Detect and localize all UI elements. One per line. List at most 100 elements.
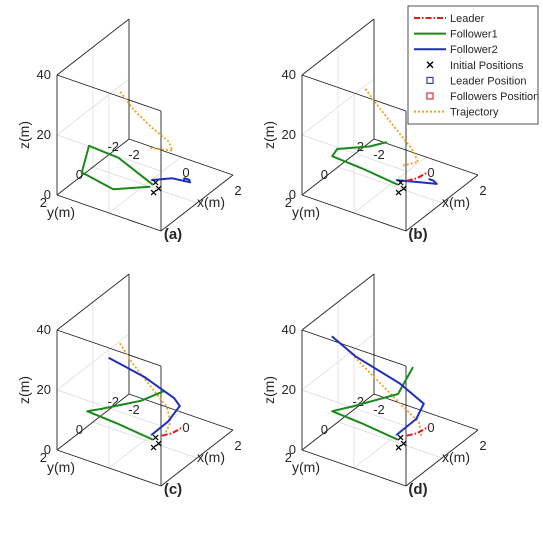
series-follower2: [396, 177, 438, 185]
z-tick-label: 40: [282, 322, 296, 337]
x-tick-label: 2: [479, 183, 486, 198]
panel-caption: (b): [408, 226, 427, 243]
x-axis-label: x(m): [197, 449, 225, 465]
z-tick-label: 20: [282, 382, 296, 397]
x-tick-label: -2: [373, 402, 385, 417]
y-tick-label: -2: [107, 394, 119, 409]
legend: Leader Follower1 Follower2 Initial Position…: [407, 5, 539, 125]
x-tick-label: 0: [427, 165, 434, 180]
initial-position-marker: [152, 434, 159, 441]
grid-line: [337, 421, 443, 459]
x-axis: [373, 393, 479, 431]
series-follower2: [108, 356, 181, 436]
legend-item: Follower2: [414, 44, 498, 56]
initial-position-marker: [400, 440, 407, 447]
panel-caption: (d): [408, 481, 427, 498]
x-axis: [128, 138, 234, 176]
x-tick-label: 2: [479, 438, 486, 453]
axis-edge: [301, 273, 375, 331]
legend-item: Leader Position: [426, 75, 526, 87]
axis-edge: [301, 329, 407, 367]
z-axis-label: z(m): [16, 376, 32, 404]
x-tick-label: 0: [427, 420, 434, 435]
axis-edge: [56, 273, 130, 331]
legend-label: Leader: [450, 13, 485, 25]
panel-caption: (c): [164, 481, 182, 498]
axis-edge: [56, 449, 162, 487]
initial-position-marker: [155, 185, 162, 192]
x-tick-label: -2: [128, 402, 140, 417]
x-axis: [373, 138, 479, 176]
x-axis-label: x(m): [442, 449, 470, 465]
series-follower1: [331, 366, 414, 441]
grid-line: [92, 166, 198, 204]
legend-item: Follower1: [414, 29, 498, 41]
y-axis-label: y(m): [47, 459, 75, 475]
axis-edge: [301, 449, 407, 487]
axis-edge: [56, 74, 162, 112]
z-tick-label: 0: [44, 442, 51, 457]
x-tick-label: 0: [182, 420, 189, 435]
legend-swatch: [426, 92, 434, 100]
x-axis-label: x(m): [197, 194, 225, 210]
x-axis-label: x(m): [442, 194, 470, 210]
initial-position-marker: [397, 179, 404, 186]
series-follower2: [151, 177, 191, 184]
series-trajectory: [118, 342, 172, 433]
series-follower1: [80, 144, 154, 191]
z-tick-label: 0: [44, 187, 51, 202]
initial-position-marker: [395, 444, 402, 451]
y-tick-label: 0: [321, 167, 328, 182]
y-axis: [56, 138, 130, 196]
initial-position-marker: [150, 189, 157, 196]
z-tick-label: 20: [37, 127, 51, 142]
axis-edge: [56, 18, 130, 76]
initial-position-marker: [400, 185, 407, 192]
y-tick-label: 0: [76, 167, 83, 182]
x-tick-label: 2: [234, 438, 241, 453]
axis-edge: [160, 174, 234, 232]
z-tick-label: 40: [37, 67, 51, 82]
series-leader: [406, 170, 430, 182]
series-follower1: [86, 389, 165, 441]
x-tick-label: -2: [373, 147, 385, 162]
y-axis: [301, 138, 375, 196]
legend-label: Follower1: [450, 29, 498, 41]
series-trajectory: [345, 347, 423, 436]
legend-label: Follower2: [450, 44, 498, 56]
legend-swatch: [426, 76, 434, 84]
z-axis-label: z(m): [16, 121, 32, 149]
series-follower2: [331, 335, 425, 436]
y-axis-label: y(m): [47, 204, 75, 220]
y-axis-label: y(m): [292, 204, 320, 220]
z-tick-label: 40: [282, 67, 296, 82]
axis-edge: [405, 429, 479, 487]
x-tick-label: -2: [128, 147, 140, 162]
legend-item: Initial Positions: [426, 60, 524, 72]
axis-edge: [301, 18, 375, 76]
x-tick-label: 2: [234, 183, 241, 198]
legend-swatch: [426, 61, 434, 69]
y-axis-label: y(m): [292, 459, 320, 475]
z-tick-label: 0: [289, 187, 296, 202]
series-leader: [161, 425, 185, 437]
legend-label: Leader Position: [450, 75, 526, 87]
axis-edge: [301, 194, 407, 232]
z-tick-label: 0: [289, 442, 296, 457]
grid-line: [92, 421, 198, 459]
z-axis-label: z(m): [261, 376, 277, 404]
panels: 02040-202-202z(m)x(m)y(m)(a)02040-202-20…: [16, 18, 487, 498]
grid-line: [337, 166, 443, 204]
initial-position-marker: [152, 179, 159, 186]
initial-position-marker: [395, 189, 402, 196]
z-tick-label: 20: [37, 382, 51, 397]
axis-edge: [301, 74, 407, 112]
initial-position-marker: [155, 440, 162, 447]
initial-position-marker: [397, 434, 404, 441]
y-tick-label: 0: [321, 422, 328, 437]
series-trajectory: [363, 87, 420, 167]
y-tick-label: 2: [285, 195, 292, 210]
